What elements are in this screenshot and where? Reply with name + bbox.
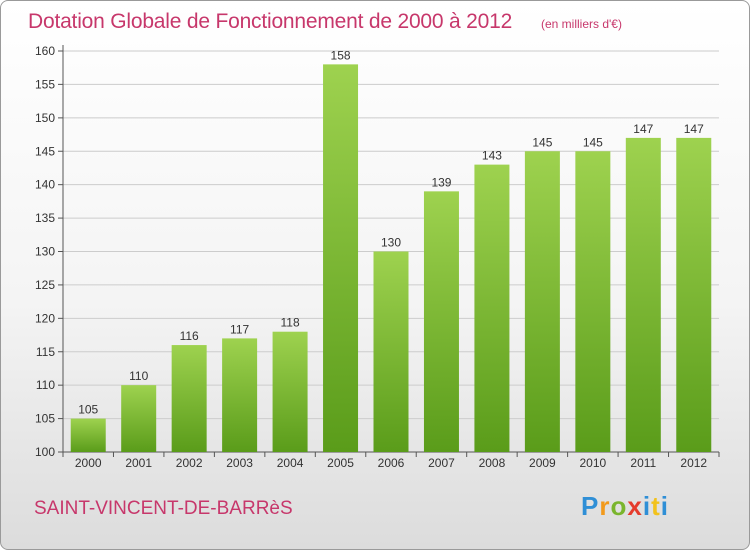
data-label: 158 (331, 48, 351, 62)
data-label: 105 (78, 403, 98, 417)
chart-title: Dotation Globale de Fonctionnement de 20… (28, 10, 513, 33)
bar (676, 137, 712, 452)
x-tick-label: 2001 (125, 456, 152, 470)
x-tick-label: 2003 (226, 456, 253, 470)
x-tick-label: 2004 (277, 456, 304, 470)
y-tick-label: 135 (35, 211, 55, 225)
y-tick-label: 105 (35, 412, 55, 426)
bar (474, 164, 510, 452)
x-tick-label: 2009 (529, 456, 556, 470)
x-tick-label: 2008 (479, 456, 506, 470)
labels: 100 105 110 115 120 125 130 135 140 145 150 155 160 2… (35, 44, 707, 470)
bar (323, 64, 359, 452)
y-tick-label: 125 (35, 278, 55, 292)
data-label: 147 (633, 122, 653, 136)
bar (222, 338, 258, 452)
x-tick-label: 2010 (579, 456, 606, 470)
bar (121, 385, 157, 452)
bar (423, 191, 459, 452)
data-label: 147 (684, 122, 704, 136)
data-label: 116 (180, 329, 199, 343)
x-tick-label: 2007 (428, 456, 455, 470)
x-tick-label: 2012 (680, 456, 707, 470)
bar (373, 251, 409, 452)
data-label: 117 (230, 322, 249, 336)
data-label: 118 (281, 316, 300, 330)
y-tick-label: 130 (35, 245, 55, 259)
y-tick-label: 140 (35, 178, 55, 192)
bar (70, 418, 106, 452)
data-label: 139 (431, 175, 451, 189)
bar (524, 151, 560, 452)
x-tick-label: 2002 (176, 456, 203, 470)
data-label: 143 (482, 149, 502, 163)
x-tick-label: 2005 (327, 456, 354, 470)
y-tick-label: 115 (36, 345, 55, 359)
x-tick-label: 2011 (630, 456, 656, 470)
y-tick-label: 145 (35, 144, 55, 158)
data-label: 110 (129, 369, 148, 383)
commune-name: SAINT-VINCENT-DE-BARRèS (34, 498, 293, 519)
proxiti-logo[interactable]: Proxiti (581, 491, 669, 521)
data-label: 145 (583, 135, 603, 149)
bar (575, 151, 611, 452)
y-tick-label: 120 (35, 311, 55, 325)
data-label: 145 (532, 135, 552, 149)
bar (625, 137, 661, 452)
x-tick-label: 2000 (75, 456, 102, 470)
bar (171, 345, 207, 452)
y-tick-label: 155 (35, 77, 55, 91)
data-label: 130 (381, 236, 401, 250)
x-tick-label: 2006 (378, 456, 405, 470)
y-tick-label: 110 (36, 378, 55, 392)
bars (70, 64, 712, 452)
y-tick-label: 150 (35, 111, 55, 125)
chart-unit: (en milliers d'€) (541, 17, 622, 31)
y-tick-label: 160 (35, 44, 55, 58)
bar (272, 331, 308, 452)
y-tick-label: 100 (35, 445, 55, 459)
